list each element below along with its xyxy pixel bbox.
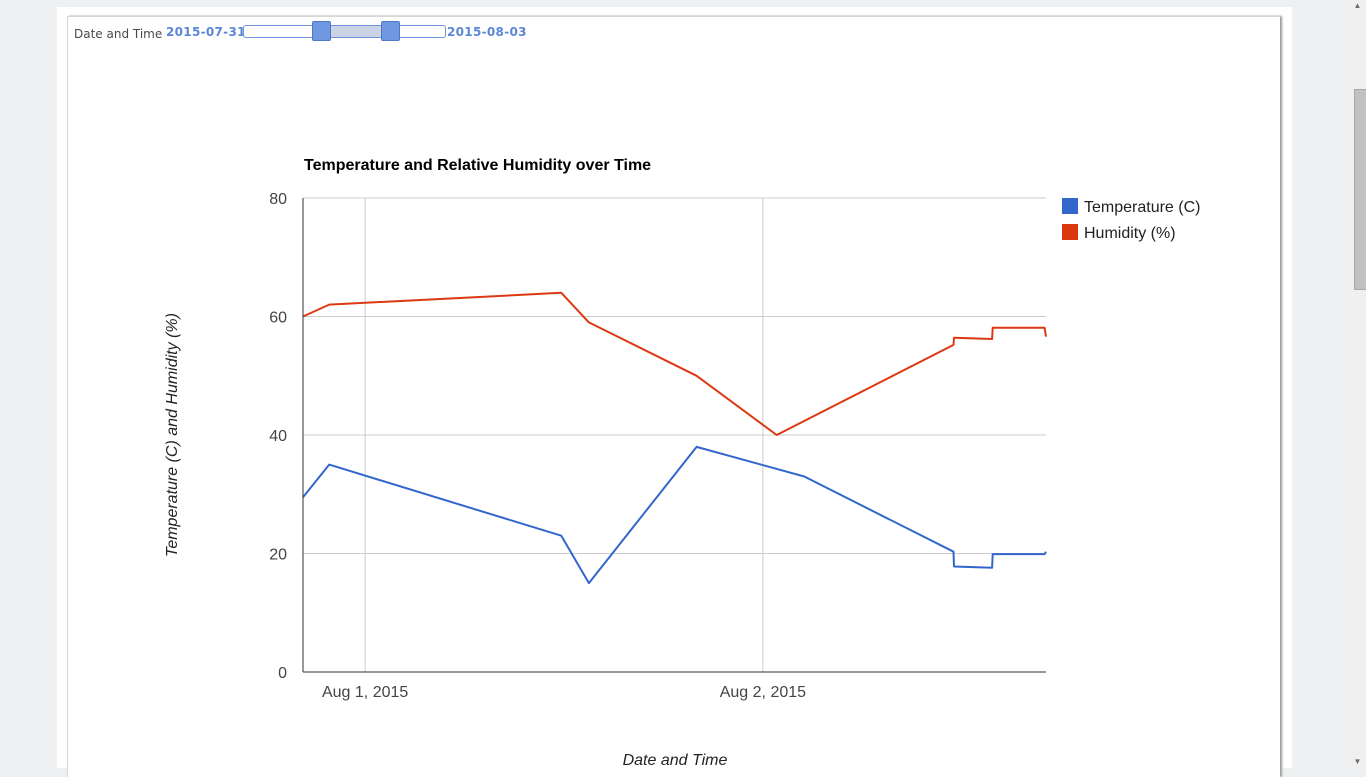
y-tick-label: 60 (269, 310, 287, 327)
date-filter-end[interactable]: 2015-08-03 (447, 25, 527, 39)
date-filter-start[interactable]: 2015-07-31 (166, 25, 246, 39)
x-tick-label: Aug 1, 2015 (322, 684, 408, 701)
y-tick-label: 80 (269, 191, 287, 208)
scrollbar-thumb[interactable] (1354, 89, 1366, 290)
legend: Temperature (C) Humidity (%) (1062, 198, 1200, 242)
chart-title: Temperature and Relative Humidity over T… (304, 157, 651, 174)
date-range-selection[interactable] (321, 26, 390, 37)
legend-label-humidity: Humidity (%) (1084, 225, 1176, 242)
scroll-up-arrow-icon[interactable]: ▲ (1353, 1, 1362, 10)
y-tick-label: 0 (278, 665, 287, 682)
dashboard-panel (67, 16, 1280, 777)
legend-swatch-humidity (1062, 224, 1078, 240)
date-range-start-handle[interactable] (312, 21, 331, 41)
legend-label-temperature: Temperature (C) (1084, 199, 1200, 216)
series-lines (302, 291, 1047, 585)
legend-swatch-temperature (1062, 198, 1078, 214)
tick-labels: 0 20 40 60 80 Aug 1, 2015 Aug 2, 2015 (269, 191, 806, 701)
x-tick-label: Aug 2, 2015 (720, 684, 806, 701)
humidity-series-line (302, 291, 1047, 436)
scroll-down-arrow-icon[interactable]: ▼ (1353, 757, 1362, 766)
grid-lines (303, 197, 1046, 672)
y-axis-title: Temperature (C) and Humidity (%) (164, 313, 181, 557)
line-chart: Temperature and Relative Humidity over T… (164, 157, 1200, 768)
vertical-scrollbar[interactable]: ▲ ▼ (1349, 0, 1366, 768)
axes (302, 198, 1046, 673)
y-tick-label: 20 (269, 547, 287, 564)
date-filter-label: Date and Time (74, 27, 163, 41)
date-range-end-handle[interactable] (381, 21, 400, 41)
y-tick-label: 40 (269, 428, 287, 445)
x-axis-title: Date and Time (623, 752, 728, 768)
temperature-series-line (302, 445, 1047, 585)
